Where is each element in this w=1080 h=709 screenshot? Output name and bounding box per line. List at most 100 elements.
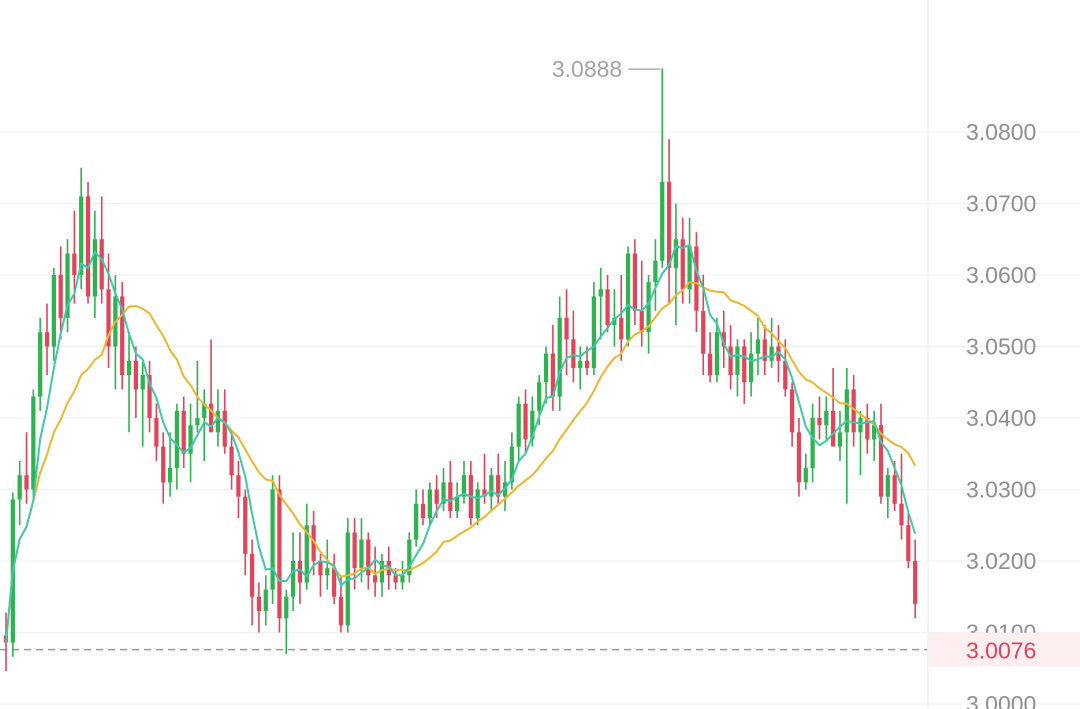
candle-body: [707, 353, 713, 376]
candle-body: [653, 260, 658, 283]
candle-body: [701, 310, 706, 354]
candle-body: [414, 503, 419, 540]
candle-body: [277, 489, 282, 619]
candle-body: [99, 239, 104, 290]
candle-body: [161, 446, 166, 483]
candle-body: [85, 196, 91, 297]
candles: [3, 68, 918, 672]
candle-body: [434, 489, 439, 504]
candle-body: [762, 339, 767, 361]
candle-body: [229, 446, 234, 476]
candle-body: [249, 553, 255, 597]
candle-body: [133, 360, 138, 390]
ma-fast-line: [5, 243, 917, 643]
candle-body: [393, 575, 398, 583]
candle-body: [810, 418, 815, 469]
candle-body: [489, 475, 494, 497]
candle-body: [256, 596, 262, 612]
candle-body: [325, 568, 330, 576]
candle-body: [65, 253, 70, 318]
candle-body: [735, 346, 740, 376]
y-tick-label: 3.0400: [966, 405, 1036, 431]
candle-body: [646, 282, 651, 333]
candle-body: [188, 425, 193, 454]
candle-body: [51, 275, 56, 347]
candle-body: [236, 475, 241, 497]
candle-body: [885, 475, 890, 497]
candle-body: [523, 403, 528, 440]
candle-body: [318, 561, 323, 576]
candle-body: [632, 253, 638, 311]
candle-body: [243, 496, 248, 554]
candle-body: [448, 482, 453, 511]
candle-body: [482, 489, 487, 497]
candle-body: [748, 353, 754, 383]
candle-body: [550, 353, 555, 397]
candle-body: [680, 239, 685, 290]
candle-body: [831, 410, 836, 447]
candle-body: [612, 317, 617, 326]
candle-body: [208, 403, 214, 433]
candle-body: [790, 389, 795, 433]
last-price-tag-bg: [928, 632, 1080, 667]
candle-body: [120, 296, 125, 376]
candle-body: [126, 360, 132, 376]
candle-body: [420, 503, 426, 519]
candle-body: [297, 561, 303, 583]
candle-body: [543, 353, 549, 383]
candle-body: [824, 410, 829, 426]
candle-body: [899, 503, 904, 526]
candle-body: [441, 482, 446, 504]
candle-body: [496, 475, 501, 497]
candle-body: [195, 418, 200, 426]
candle-body: [400, 575, 405, 583]
candle-body: [154, 418, 159, 447]
candle-body: [222, 410, 227, 447]
candle-body: [461, 475, 467, 497]
candle-body: [578, 360, 583, 368]
candle-body: [694, 246, 699, 311]
candle-body: [666, 182, 672, 268]
candle-body: [660, 182, 665, 261]
candle-body: [571, 339, 576, 368]
candle-body: [311, 525, 316, 561]
high-marker: 3.0888: [552, 56, 661, 82]
candle-body: [892, 475, 897, 504]
y-tick-label: 3.0500: [966, 334, 1036, 360]
grid-lines: [0, 131, 1080, 705]
candle-body: [284, 596, 289, 619]
candle-body: [913, 561, 918, 604]
candle-body: [605, 289, 610, 326]
candle-body: [290, 561, 296, 597]
y-tick-label: 3.0600: [966, 262, 1036, 288]
candle-body: [639, 310, 644, 333]
candle-body: [837, 432, 843, 447]
candle-body: [79, 196, 84, 275]
candle-body: [537, 382, 542, 411]
y-axis: 3.0800 3.0700 3.0600 3.0500 3.0400 3.0300 3.02…: [966, 119, 1036, 709]
candle-body: [202, 403, 207, 418]
candle-body: [147, 375, 152, 418]
candle-body: [509, 446, 514, 483]
candle-body: [58, 275, 63, 318]
candle-body: [769, 346, 774, 361]
candle-body: [181, 410, 186, 454]
candle-body: [714, 332, 720, 376]
candle-body: [373, 575, 378, 583]
candle-body: [906, 525, 911, 561]
candle-body: [304, 525, 309, 583]
y-tick-label: 3.0200: [966, 548, 1036, 574]
candle-body: [742, 346, 747, 383]
candle-body: [858, 418, 863, 433]
candle-body: [516, 403, 521, 447]
candle-body: [455, 496, 460, 511]
candle-body: [475, 489, 480, 519]
candle-body: [17, 475, 22, 500]
candle-body: [687, 246, 692, 290]
candle-body: [38, 332, 43, 397]
candle-body: [359, 539, 364, 569]
candle-body: [872, 425, 877, 440]
candle-body: [174, 410, 180, 469]
candle-body: [106, 289, 111, 347]
